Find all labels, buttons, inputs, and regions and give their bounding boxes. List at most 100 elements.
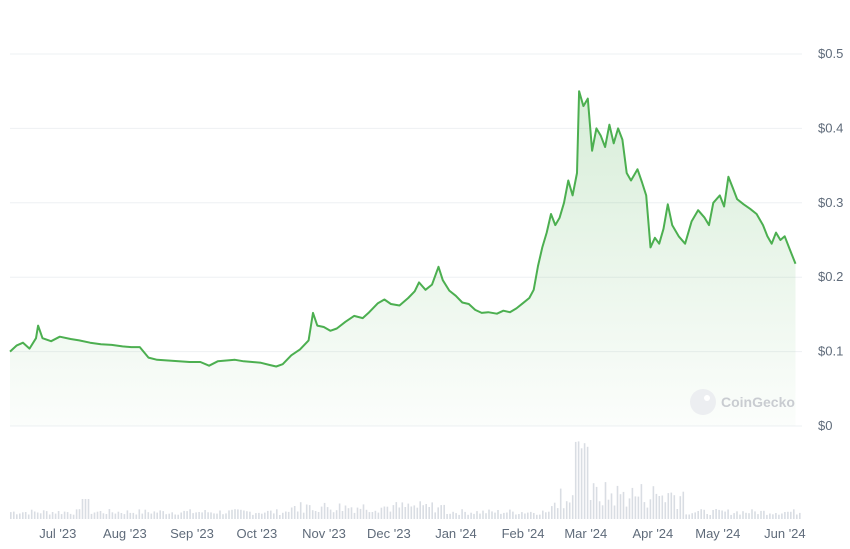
volume-bar [565,501,568,519]
volume-bar [204,510,206,519]
volume-bar [727,509,729,519]
volume-bar [261,513,263,519]
price-area-fill [10,91,796,426]
x-tick-label: May '24 [695,526,740,541]
volume-bar [691,513,693,519]
volume-bar [793,509,795,519]
volume-bar [159,510,161,519]
volume-bar [634,496,637,519]
volume-bar [739,514,741,519]
volume-bar [551,506,553,519]
volume-bar [452,511,454,519]
volume-bar [754,511,756,519]
volume-bar [736,511,738,519]
volume-bar [685,514,687,519]
volume-bar [24,512,27,519]
x-tick-label: Sep '23 [170,526,214,541]
volume-bar [574,441,577,519]
volume-bar [252,514,254,519]
volume-bar [410,506,413,519]
volume-bar [305,504,308,519]
volume-bar [482,510,484,519]
volume-bar [742,511,744,519]
volume-bar [437,507,439,519]
volume-bar [494,512,496,519]
volume-bar [389,511,392,519]
x-tick-label: Mar '24 [564,526,607,541]
volume-bar [425,504,427,519]
y-tick-label: $0.3 [818,195,843,210]
volume-bar [631,487,634,519]
volume-bar [497,510,499,519]
volume-bar [195,512,197,519]
volume-bar [66,512,69,519]
volume-bar [589,500,592,519]
volume-bar [347,508,350,519]
volume-bar [51,512,54,519]
volume-bar [509,509,511,519]
volume-bar [329,509,332,519]
volume-bar [586,446,589,519]
volume-bar [434,512,436,519]
volume-bar [279,515,281,519]
volume-bar [622,491,625,519]
volume-bar [796,514,798,519]
volume-bar [13,511,15,519]
volume-bar [240,509,242,519]
y-tick-label: $0.2 [818,269,843,284]
volume-bar [177,514,179,519]
volume-bar [515,514,517,519]
volume-bar [57,511,60,519]
volume-bar [102,513,105,519]
volume-bar [386,506,389,519]
volume-bar [108,509,111,519]
volume-bar [45,511,48,519]
volume-bar [709,515,711,519]
volume-bar [84,499,87,519]
volume-bar [398,507,401,519]
volume-bar [688,514,690,519]
volume-bar [598,501,601,519]
volume-bar [440,505,442,519]
volume-bar [192,513,194,519]
volume-bar [16,514,18,519]
volume-bar [407,503,410,519]
volume-bar [201,512,203,519]
volume-bar [607,499,610,519]
volume-bar [377,512,380,519]
volume-bar [123,514,126,519]
x-tick-label: Aug '23 [103,526,147,541]
volume-bar [682,491,685,519]
volume-bar [706,514,708,519]
volume-bar [120,513,123,519]
y-tick-label: $0.1 [818,344,843,359]
volume-bar [778,514,780,519]
volume-bar [545,512,547,519]
volume-bar [42,510,45,519]
volume-bar [712,510,714,519]
volume-bar [548,511,550,519]
volume-bar [69,513,72,519]
volume-bar [521,512,523,519]
volume-bar [473,513,475,519]
volume-bar [219,510,221,519]
volume-bar [395,502,398,519]
volume-bar [757,514,759,519]
volume-bar [571,495,574,519]
volume-bar [592,483,595,519]
volume-bar [637,496,640,519]
volume-bar [371,512,374,519]
volume-bar [111,512,114,519]
volume-bar [150,513,153,519]
volume-bar [649,499,652,519]
volume-bar [694,512,696,519]
volume-bar [461,509,463,519]
volume-bar [162,511,164,519]
volume-bar [467,514,469,519]
volume-bar [485,513,487,519]
volume-bar [320,506,323,519]
volume-bar [326,507,329,519]
volume-bar [518,514,520,519]
volume-bar [48,514,51,519]
volume-bar [344,505,347,519]
